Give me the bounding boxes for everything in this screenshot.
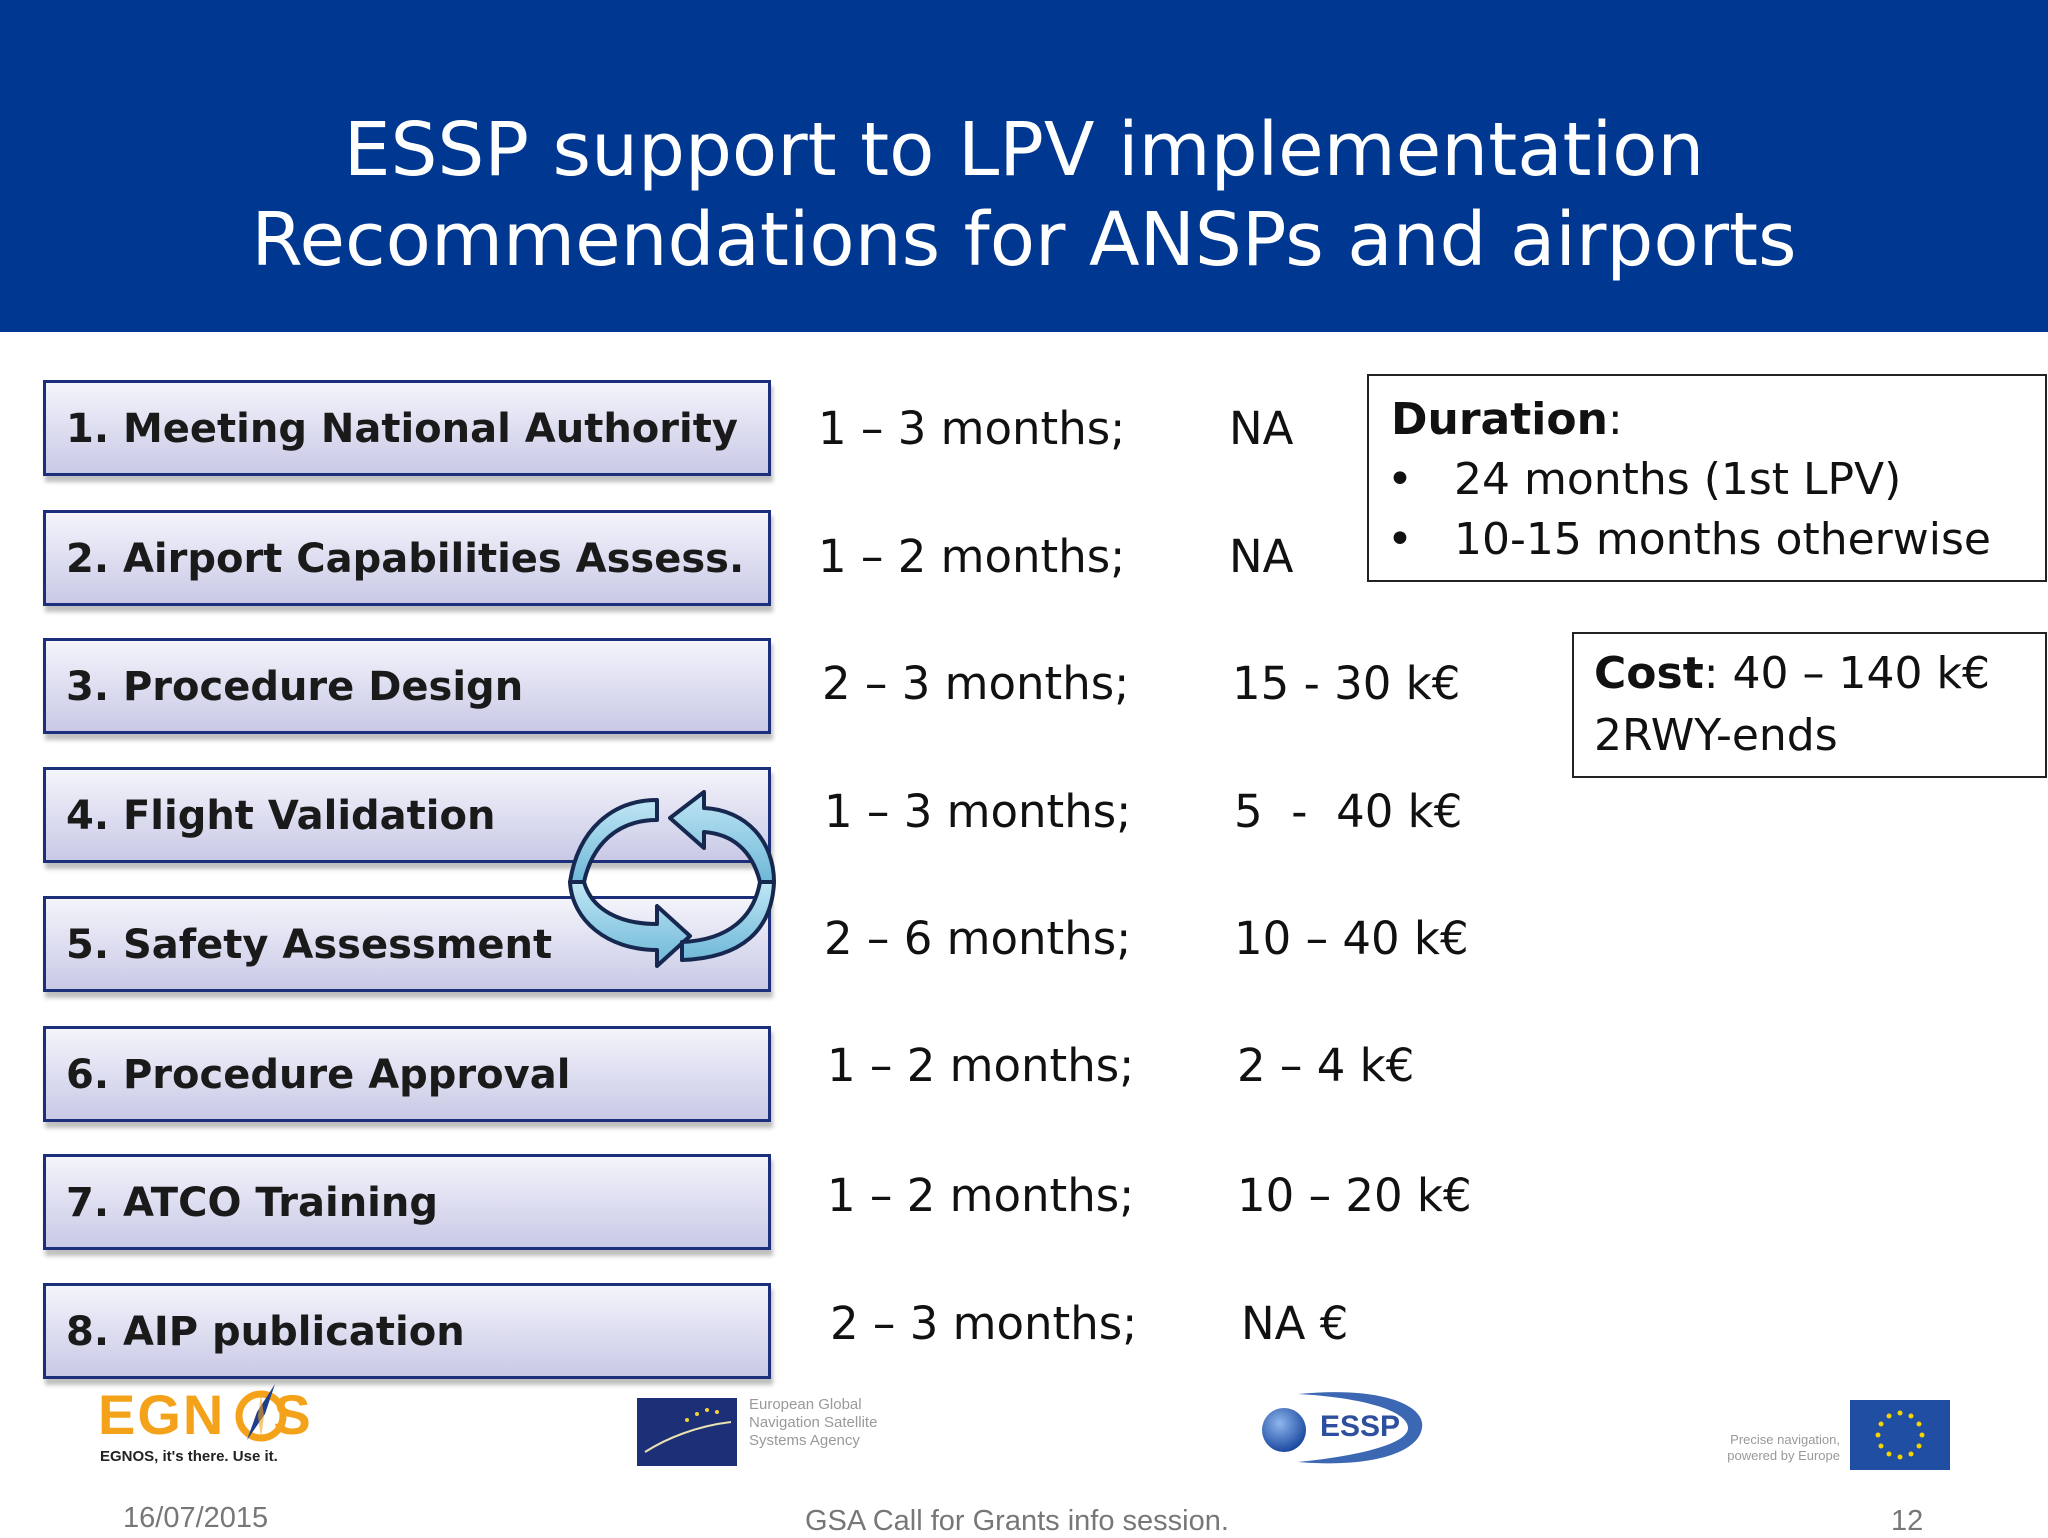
cost-runway-ends: 2RWY-ends [1594,710,1838,761]
duration-8: 2 – 3 months; [830,1297,1138,1350]
cost-5: 10 – 40 k€ [1234,912,1469,965]
duration-1: 1 – 3 months; [818,402,1126,455]
cost-heading: Cost [1594,648,1704,699]
duration-heading: Duration [1391,394,1608,445]
step-label: 7. ATCO Training [66,1180,438,1226]
step-box-3: 3. Procedure Design [43,638,771,734]
duration-4: 1 – 3 months; [824,785,1132,838]
slide-title: ESSP support to LPV implementation Recom… [0,105,2048,285]
slide-header [0,0,2048,332]
egnos-wordmark: EGN S [98,1383,313,1446]
eu-flag-icon [1850,1400,1950,1470]
essp-globe-icon [1262,1392,1423,1464]
eu-logo: Precise navigation, powered by Europe [1700,1398,1950,1474]
duration-5: 2 – 6 months; [824,912,1132,965]
step-box-6: 6. Procedure Approval [43,1026,771,1122]
step-label: 3. Procedure Design [66,664,524,710]
step-label: 2. Airport Capabilities Assess. [66,536,745,582]
duration-7: 1 – 2 months; [827,1169,1135,1222]
cost-2: NA [1229,530,1294,583]
step-box-7: 7. ATCO Training [43,1154,771,1250]
step-label: 8. AIP publication [66,1309,465,1355]
egnos-tagline: EGNOS, it's there. Use it. [100,1448,278,1465]
cost-1: NA [1229,402,1294,455]
page-number: 12 [1891,1505,1924,1537]
step-box-8: 8. AIP publication [43,1283,771,1379]
duration-3: 2 – 3 months; [822,657,1130,710]
title-line-1: ESSP support to LPV implementation [343,107,1705,193]
step-label: 1. Meeting National Authority [66,406,738,452]
cost-range: : 40 – 140 k€ [1703,648,1990,699]
cost-7: 10 – 20 k€ [1237,1169,1472,1222]
title-line-2: Recommendations for ANSPs and airports [251,197,1797,283]
cost-6: 2 – 4 k€ [1237,1039,1415,1092]
step-label: 4. Flight Validation [66,793,496,839]
step-box-2: 2. Airport Capabilities Assess. [43,510,771,606]
bullet-icon: • [1387,514,1413,565]
gsa-agency-name: European Global Navigation Satellite Sys… [749,1396,878,1449]
step-box-1: 1. Meeting National Authority [43,380,771,476]
duration-2: 1 – 2 months; [818,530,1126,583]
footer-event: GSA Call for Grants info session. [805,1505,1229,1537]
duration-summary-box: Duration: • 24 months (1st LPV) • 10-15 … [1367,374,2047,582]
gsa-emblem-icon [637,1398,737,1466]
duration-6: 1 – 2 months; [827,1039,1135,1092]
essp-logo: ESSP [1258,1384,1428,1470]
cost-8: NA € [1241,1297,1349,1350]
cost-3: 15 - 30 k€ [1232,657,1461,710]
cycle-arrows-icon [568,790,776,968]
bullet-icon: • [1387,454,1413,505]
step-label: 5. Safety Assessment [66,922,553,968]
eu-tagline: Precise navigation, powered by Europe [1727,1432,1840,1463]
egnos-logo: EGN S EGNOS, it's there. Use it. [98,1382,328,1472]
gsa-logo: European Global Navigation Satellite Sys… [637,1396,897,1470]
essp-wordmark: ESSP [1320,1410,1401,1443]
cost-4: 5 - 40 k€ [1234,785,1463,838]
footer-date: 16/07/2015 [123,1502,269,1534]
egnos-compass-icon [235,1384,287,1442]
step-label: 6. Procedure Approval [66,1052,571,1098]
cost-summary-box: Cost: 40 – 140 k€ 2RWY-ends [1572,632,2047,778]
